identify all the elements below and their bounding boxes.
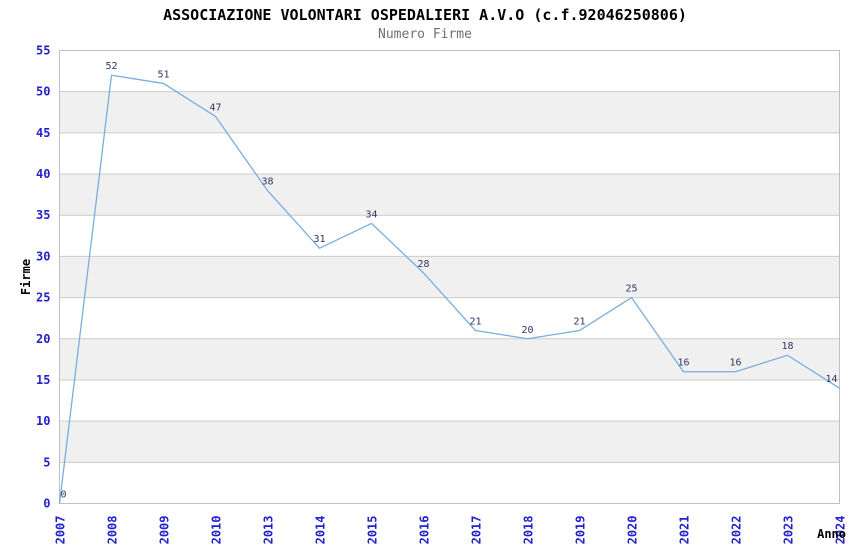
plot-border <box>59 50 840 504</box>
y-tick-label: 0 <box>43 497 50 511</box>
y-tick-label: 55 <box>36 44 50 58</box>
x-tick-label: 2020 <box>626 516 640 545</box>
y-tick-label: 10 <box>36 414 50 428</box>
point-label: 47 <box>209 102 221 113</box>
point-labels: 0 52 51 47 38 31 34 28 21 20 21 25 16 16 18 14 <box>60 61 837 500</box>
point-label: 38 <box>261 177 273 188</box>
plot-band <box>59 174 840 216</box>
x-axis-title-group: Anno <box>817 527 846 541</box>
y-tick-label: 15 <box>36 373 50 387</box>
point-label: 31 <box>313 234 325 245</box>
point-label: 34 <box>365 209 377 220</box>
y-tick-label: 25 <box>36 291 50 305</box>
chart-subtitle: Numero Firme <box>378 27 472 42</box>
y-tick-label: 20 <box>36 332 50 346</box>
y-tick-label: 35 <box>36 208 50 222</box>
point-label: 14 <box>825 374 837 385</box>
point-label: 16 <box>677 358 689 369</box>
x-tick-label: 2016 <box>418 516 432 545</box>
grid-lines <box>59 91 840 463</box>
x-tick-label: 2008 <box>106 516 120 545</box>
series <box>58 74 841 505</box>
y-tick-label: 30 <box>36 249 50 263</box>
plot-bands <box>59 91 840 463</box>
y-tick-labels: 0 5 10 15 20 25 30 35 40 45 50 55 <box>36 44 50 511</box>
plot-band <box>59 421 840 463</box>
point-label: 52 <box>105 61 117 72</box>
x-tick-label: 2024 <box>834 516 848 545</box>
y-tick-label: 45 <box>36 126 50 140</box>
point-label: 16 <box>729 358 741 369</box>
point-label: 21 <box>469 317 481 328</box>
x-tick-label: 2007 <box>54 516 68 545</box>
point-label: 28 <box>417 259 429 270</box>
y-tick-label: 40 <box>36 167 50 181</box>
y-tick-label: 5 <box>43 455 50 469</box>
x-tick-label: 2010 <box>210 516 224 545</box>
x-tick-label: 2017 <box>470 516 484 545</box>
x-tick-label: 2015 <box>366 516 380 545</box>
point-label: 21 <box>573 317 585 328</box>
x-tick-label: 2014 <box>314 516 328 545</box>
y-axis-title-group: Firme <box>19 259 33 295</box>
series-line-firme <box>58 74 841 505</box>
x-tick-label: 2023 <box>782 516 796 545</box>
point-label: 0 <box>60 490 66 501</box>
point-label: 18 <box>781 341 793 352</box>
y-axis-title: Firme <box>19 259 33 295</box>
x-tick-label: 2018 <box>522 516 536 545</box>
x-tick-label: 2013 <box>262 516 276 545</box>
chart-title: ASSOCIAZIONE VOLONTARI OSPEDALIERI A.V.O… <box>163 6 687 24</box>
plot-band <box>59 91 840 133</box>
plot-frame <box>59 50 840 504</box>
plot-band <box>59 256 840 298</box>
x-tick-label: 2019 <box>574 516 588 545</box>
x-tick-label: 2022 <box>730 516 744 545</box>
point-label: 25 <box>625 284 637 295</box>
point-label: 51 <box>157 69 169 80</box>
y-tick-label: 50 <box>36 85 50 99</box>
point-label: 20 <box>521 325 533 336</box>
x-axis-title: Anno <box>817 527 846 541</box>
x-tick-label: 2021 <box>678 516 692 545</box>
x-tick-labels: 2007 2008 2009 2010 2013 2014 2015 2016 2017 2018… <box>54 516 848 545</box>
plot-band <box>59 338 840 380</box>
x-tick-label: 2009 <box>158 516 172 545</box>
